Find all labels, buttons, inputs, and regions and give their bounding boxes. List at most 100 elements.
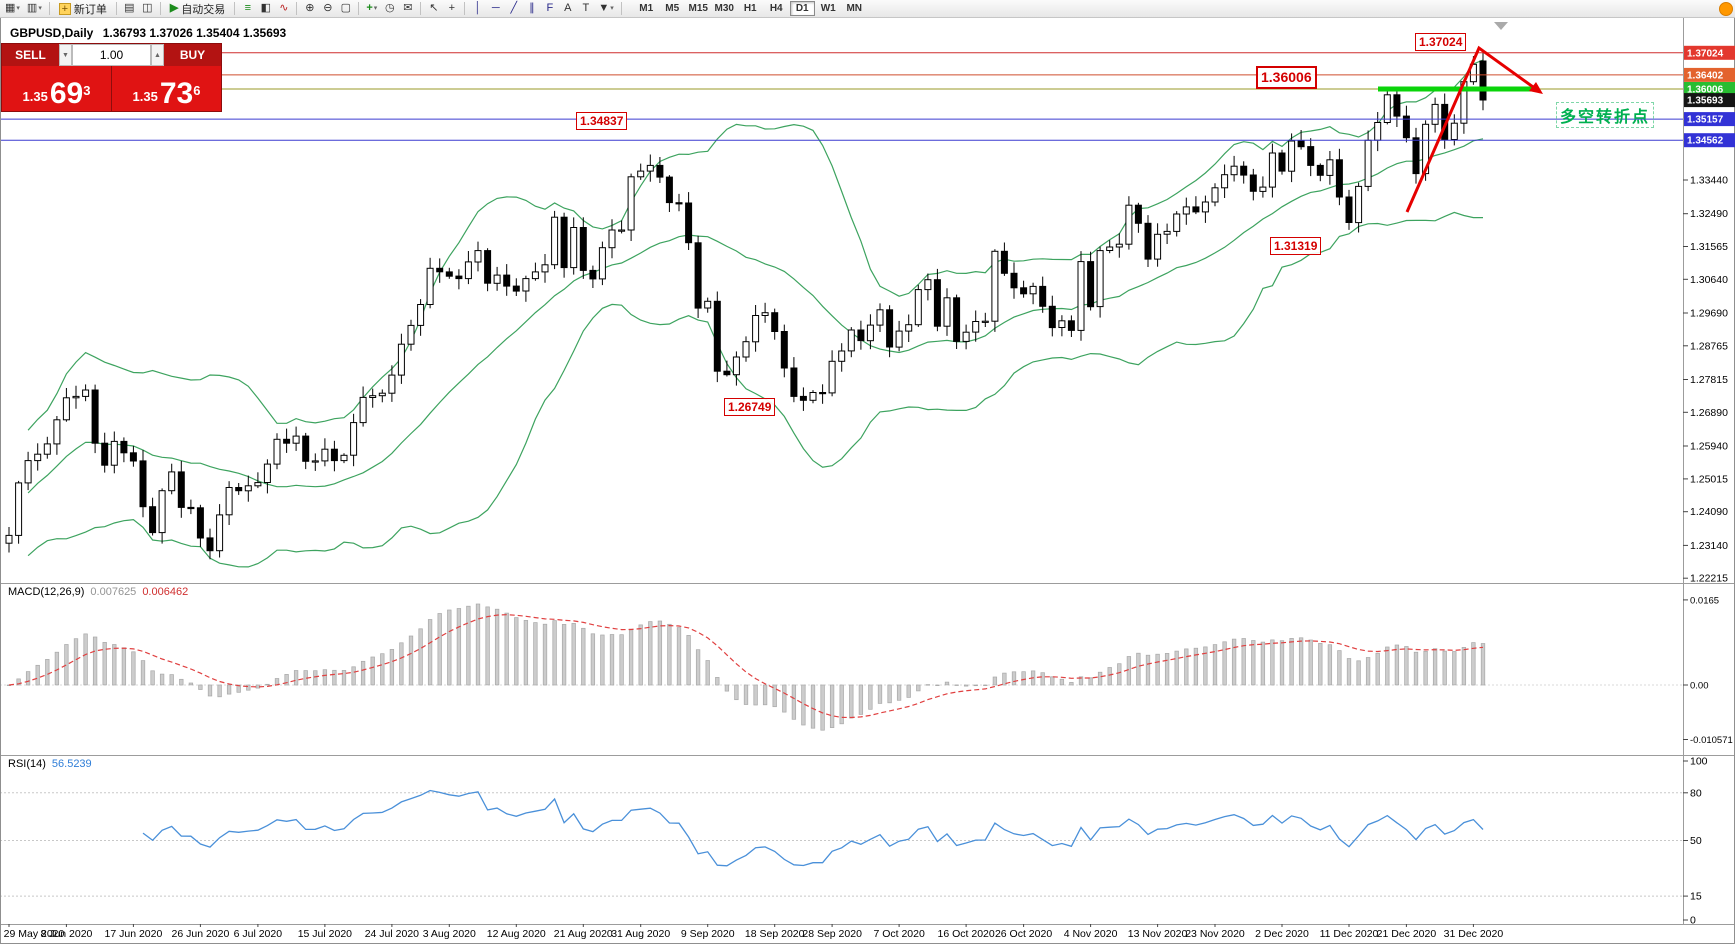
price-tag [1684, 133, 1735, 148]
navigator-icon[interactable]: ◫ [142, 2, 153, 14]
new-order-button[interactable]: + 新订单 [54, 1, 112, 17]
svg-text:29 May 2020: 29 May 2020 [4, 928, 65, 940]
annotation-text[interactable]: 多空转折点 [1556, 102, 1655, 128]
chart-objects[interactable] [0, 22, 1683, 213]
svg-text:1.32490: 1.32490 [1690, 208, 1728, 220]
svg-text:13 Nov 2020: 13 Nov 2020 [1128, 928, 1188, 940]
arrows-icon[interactable]: ▼ ▾ [598, 2, 614, 14]
main-toolbar: ▦ ▾ ▥ ▾ + 新订单 ▤ ◫ ▶ 自动交易 ≡ ◧ ∿ ⊕ ⊖ ▢ + ▾ ◷ ✉ … [0, 0, 1735, 18]
timeframe-d1-button[interactable]: D1 [789, 1, 815, 16]
community-icon[interactable] [1719, 1, 1733, 16]
timeframe-toolbar: M1 M5 M15 M30 H1 H4 D1 W1 MN [634, 1, 867, 16]
sell-price[interactable]: 1.35 69 3 [22, 76, 91, 110]
svg-text:1.31565: 1.31565 [1690, 241, 1728, 253]
toolbar-separator [48, 2, 50, 15]
lot-increase-button[interactable]: ▲ [151, 44, 164, 66]
price-callout[interactable]: 1.34837 [576, 112, 628, 130]
cursor-icon[interactable]: ↖ [429, 2, 439, 14]
svg-text:6 Jul 2020: 6 Jul 2020 [234, 928, 283, 940]
lot-decrease-button[interactable]: ▼ [59, 44, 72, 66]
text-icon[interactable]: A [564, 2, 572, 14]
profiles-icon[interactable]: ▥ ▾ [26, 2, 42, 14]
mail-icon[interactable]: ✉ [403, 2, 413, 14]
macd-main-value: 0.007625 [90, 586, 137, 598]
line-chart-icon[interactable]: ∿ [279, 2, 289, 14]
trade-controls-row: SELL ▼ ▲ BUY [2, 44, 221, 66]
toolbar-separator [234, 2, 236, 15]
tile-windows-icon[interactable]: ▢ [340, 2, 352, 14]
cycles-icon[interactable]: ◷ [385, 2, 395, 14]
fibonacci-icon[interactable]: F [546, 2, 554, 14]
candlestick-chart-icon[interactable]: ◧ [260, 2, 272, 14]
chart-shift-marker [1494, 22, 1508, 30]
timeframe-h4-button[interactable]: H4 [769, 3, 783, 14]
channel-icon[interactable]: ∥ [529, 2, 535, 14]
axes[interactable]: 1.33440 1.32490 1.31565 1.30640 1.29690 1.287… [0, 17, 1735, 944]
price-callout[interactable]: 1.36006 [1256, 66, 1317, 89]
svg-text:15: 15 [1690, 891, 1702, 903]
timeframe-m15-button[interactable]: M15 [688, 3, 708, 14]
timeframe-m30-button[interactable]: M30 [714, 3, 734, 14]
timeframe-m1-button[interactable]: M1 [639, 3, 654, 14]
svg-text:2 Dec 2020: 2 Dec 2020 [1255, 928, 1309, 940]
svg-text:1.35693: 1.35693 [1687, 96, 1724, 107]
chart-title: GBPUSD,Daily 1.36793 1.37026 1.35404 1.3… [10, 26, 286, 40]
price-tag [1684, 67, 1735, 82]
rsi-label: RSI(14) 56.5239 [8, 758, 92, 770]
macd-label: MACD(12,26,9) 0.007625 0.006462 [8, 586, 189, 598]
vertical-line-icon[interactable]: │ [474, 2, 482, 14]
svg-text:1.36006: 1.36006 [1687, 84, 1724, 95]
bar-chart-icon[interactable]: ≡ [244, 2, 252, 14]
svg-text:16 Oct 2020: 16 Oct 2020 [938, 928, 995, 940]
price-callout[interactable]: 1.31319 [1270, 237, 1322, 255]
toolbar-separator [420, 2, 422, 15]
horizontal-line-icon[interactable]: ─ [491, 2, 500, 14]
play-icon: ▶ [169, 2, 179, 14]
price-callout[interactable]: 1.26749 [724, 398, 776, 416]
timeframe-w1-button[interactable]: W1 [820, 3, 836, 14]
svg-text:1.34562: 1.34562 [1687, 136, 1724, 147]
svg-text:0.00: 0.00 [1690, 680, 1709, 691]
svg-text:1.23140: 1.23140 [1690, 540, 1728, 552]
svg-text:1.25015: 1.25015 [1690, 473, 1728, 485]
svg-text:1.37024: 1.37024 [1687, 48, 1724, 59]
svg-text:80: 80 [1690, 787, 1702, 799]
autotrade-button[interactable]: ▶ 自动交易 [165, 1, 230, 17]
zoom-in-icon[interactable]: ⊕ [305, 2, 315, 14]
timeframe-h1-button[interactable]: H1 [743, 3, 757, 14]
svg-text:8 Jun 2020: 8 Jun 2020 [40, 928, 92, 940]
svg-text:-0.010571: -0.010571 [1690, 735, 1733, 746]
indicators-icon[interactable]: + ▾ [366, 2, 378, 14]
timeframe-m5-button[interactable]: M5 [665, 3, 680, 14]
toolbar-separator [115, 2, 117, 15]
text-label-icon[interactable]: T [582, 2, 590, 14]
toolbar-separator [464, 2, 466, 15]
trade-prices-row: 1.35 69 3 1.35 73 6 [2, 66, 221, 111]
toolbar-separator [620, 2, 622, 15]
lot-size-input[interactable] [72, 44, 151, 66]
svg-text:1.26890: 1.26890 [1690, 407, 1728, 419]
crosshair-icon[interactable]: + [448, 2, 456, 14]
toolbar-separator [296, 2, 298, 15]
svg-text:21 Dec 2020: 21 Dec 2020 [1377, 928, 1437, 940]
timeframe-mn-button[interactable]: MN [846, 3, 862, 14]
buy-price[interactable]: 1.35 73 6 [132, 76, 201, 110]
svg-text:26 Jun 2020: 26 Jun 2020 [172, 928, 230, 940]
svg-text:1.36402: 1.36402 [1687, 70, 1724, 81]
zoom-out-icon[interactable]: ⊖ [323, 2, 333, 14]
market-watch-icon[interactable]: ▤ [124, 2, 135, 14]
buy-button[interactable]: BUY [164, 44, 221, 66]
trendline-icon[interactable]: ╱ [510, 2, 518, 14]
trend-arrow-head [1529, 82, 1543, 94]
rsi-pane [0, 789, 1683, 897]
new-chart-icon[interactable]: ▦ ▾ [5, 2, 20, 14]
svg-text:1.27815: 1.27815 [1690, 374, 1728, 386]
price-callout[interactable]: 1.37024 [1415, 33, 1467, 51]
toolbar-separator [358, 2, 360, 15]
svg-text:1.24090: 1.24090 [1690, 506, 1728, 518]
sell-button[interactable]: SELL [2, 44, 59, 66]
svg-text:1.22215: 1.22215 [1690, 573, 1728, 585]
